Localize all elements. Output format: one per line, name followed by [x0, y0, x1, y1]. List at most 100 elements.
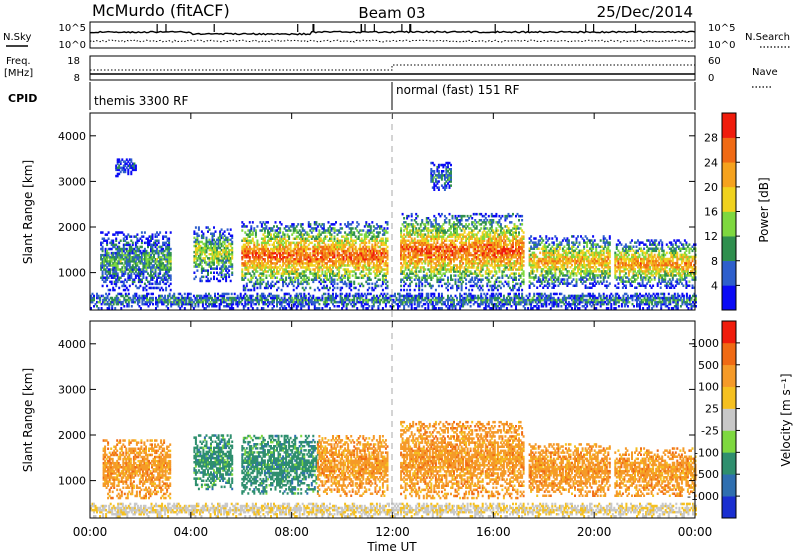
data-cell — [136, 258, 139, 261]
data-cell — [319, 245, 322, 249]
data-cell — [124, 268, 127, 271]
data-cell — [121, 166, 124, 170]
data-cell — [211, 255, 214, 258]
data-cell — [247, 243, 250, 247]
data-cell — [384, 260, 387, 263]
data-cell — [210, 244, 212, 248]
data-cell — [410, 249, 413, 253]
data-cell — [202, 267, 205, 270]
data-cell — [301, 227, 304, 230]
data-cell — [325, 235, 328, 238]
data-cell — [338, 264, 341, 267]
data-cell — [288, 251, 291, 255]
data-cell — [147, 239, 149, 242]
data-cell — [369, 231, 372, 234]
data-cell — [369, 268, 372, 271]
data-cell — [321, 231, 324, 234]
data-cell — [196, 246, 199, 250]
data-cell — [338, 243, 341, 247]
data-cell — [205, 250, 208, 254]
data-cell — [521, 219, 524, 222]
data-cell — [276, 288, 278, 292]
data-cell — [121, 274, 124, 277]
data-cell — [403, 247, 406, 251]
data-cell — [487, 214, 490, 218]
data-cell — [310, 264, 313, 267]
data-cell — [415, 231, 418, 234]
data-cell — [407, 268, 410, 271]
data-cell — [347, 237, 350, 240]
data-cell — [220, 259, 223, 262]
data-cell — [348, 253, 351, 257]
data-cell — [521, 223, 524, 226]
freq-label: Freq. — [6, 56, 31, 67]
data-cell — [515, 272, 517, 275]
data-cell — [267, 239, 269, 242]
data-cell — [118, 168, 121, 172]
data-cell — [321, 247, 324, 251]
data-cell — [124, 253, 127, 257]
data-cell — [335, 264, 337, 267]
data-cell — [121, 168, 124, 172]
data-cell — [412, 239, 415, 242]
data-cell — [384, 239, 387, 242]
data-cell — [136, 239, 139, 242]
data-cell — [368, 225, 371, 228]
data-cell — [354, 251, 357, 255]
data-cell — [339, 266, 342, 269]
data-cell — [286, 229, 289, 232]
data-cell — [251, 276, 254, 279]
data-cell — [263, 266, 266, 269]
data-cell — [226, 236, 229, 240]
data-cell — [315, 278, 318, 281]
data-cell — [229, 244, 232, 248]
data-cell — [168, 262, 171, 265]
data-cell — [377, 256, 380, 259]
data-cell — [333, 243, 336, 247]
data-cell — [403, 245, 406, 249]
data-cell — [131, 247, 134, 251]
data-cell — [166, 237, 169, 240]
data-cell — [403, 251, 406, 255]
data-cell — [267, 282, 269, 286]
data-cell — [312, 272, 315, 275]
data-cell — [165, 286, 168, 290]
data-cell — [332, 280, 334, 284]
data-cell — [310, 262, 313, 265]
data-cell — [220, 244, 223, 248]
data-cell — [140, 272, 143, 275]
data-cell — [259, 282, 262, 286]
nsky-tick-high: 10^5 — [59, 23, 86, 34]
data-cell — [145, 278, 148, 281]
data-cell — [220, 242, 223, 246]
data-cell — [150, 266, 152, 269]
data-cell — [371, 249, 374, 253]
data-cell — [148, 243, 151, 247]
data-cell — [124, 251, 127, 255]
data-cell — [213, 261, 215, 264]
data-cell — [101, 264, 104, 267]
data-cell — [241, 239, 244, 242]
data-cell — [128, 249, 131, 253]
data-cell — [304, 241, 307, 245]
data-cell — [291, 270, 294, 273]
data-cell — [354, 241, 357, 245]
data-cell — [119, 253, 122, 257]
data-cell — [316, 233, 319, 236]
data-cell — [166, 239, 169, 242]
nsky-trace — [89, 30, 696, 36]
data-cell — [363, 274, 366, 277]
data-cell — [160, 276, 163, 279]
data-cell — [166, 251, 169, 255]
data-cell — [280, 266, 283, 269]
data-cell — [270, 272, 272, 275]
data-cell — [324, 274, 327, 277]
data-cell — [197, 242, 200, 246]
data-cell — [412, 229, 415, 232]
data-cell — [231, 263, 234, 266]
data-cell — [330, 276, 333, 279]
data-cell — [329, 245, 331, 249]
data-cell — [140, 270, 143, 273]
data-cell — [335, 229, 337, 232]
data-cell — [169, 260, 172, 263]
